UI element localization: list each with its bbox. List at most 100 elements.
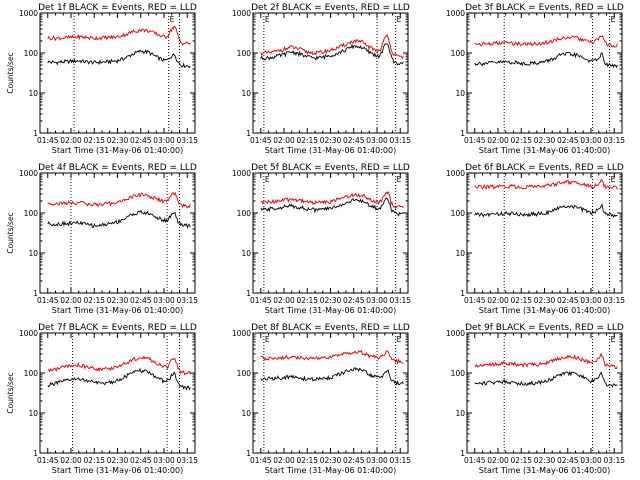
x-tick-label: 03:15	[603, 296, 625, 305]
y-tick-label: 100	[451, 369, 466, 378]
y-axis-label: Counts/sec	[6, 372, 15, 413]
x-tick-label: 01:45	[37, 456, 59, 465]
x-tick-label: 03:00	[153, 456, 175, 465]
x-tick-label: 02:00	[273, 136, 295, 145]
y-tick-label: 100	[451, 209, 466, 218]
x-tick-label: 02:00	[273, 456, 295, 465]
series-line-events	[474, 370, 618, 388]
x-tick-label: 01:45	[250, 456, 272, 465]
x-axis-label: Start Time (31-May-06 01:40:00)	[265, 466, 396, 475]
x-tick-label: 02:45	[130, 296, 152, 305]
x-tick-label: 02:45	[557, 296, 579, 305]
y-tick-label: 100	[237, 209, 252, 218]
x-tick-label: 01:45	[37, 136, 59, 145]
x-tick-label: 01:45	[464, 136, 486, 145]
y-tick-label: 1	[33, 129, 38, 138]
time-marker-label: E	[611, 335, 616, 344]
y-tick-label: 1	[460, 129, 465, 138]
panel-9: Det 9f BLACK = Events, RED = LLD 1 10 100 10…	[446, 323, 625, 475]
y-tick-label: 10	[455, 409, 465, 418]
x-tick-label: 02:15	[296, 456, 318, 465]
time-marker-label: E	[397, 175, 402, 184]
y-tick-label: 10	[241, 89, 251, 98]
y-tick-label: 100	[24, 209, 39, 218]
x-tick-label: 02:30	[107, 136, 129, 145]
x-tick-label: 03:00	[580, 296, 602, 305]
y-tick-label: 1000	[446, 329, 465, 338]
x-tick-label: 01:45	[464, 456, 486, 465]
x-tick-label: 02:15	[510, 456, 532, 465]
panel-1: Det 1f BLACK = Events, RED = LLD 1 10 100 10…	[6, 3, 198, 155]
x-tick-label: 02:00	[60, 296, 82, 305]
x-tick-label: 03:15	[176, 136, 198, 145]
panel-5: Det 5f BLACK = Events, RED = LLD 1 10 100 10…	[232, 163, 411, 315]
series-line-events	[260, 43, 404, 66]
x-axis-label: Start Time (31-May-06 01:40:00)	[52, 466, 183, 475]
panel-2: Det 2f BLACK = Events, RED = LLD 1 10 100 10…	[232, 3, 411, 155]
x-tick-label: 02:30	[534, 296, 556, 305]
x-tick-label: 03:15	[389, 136, 411, 145]
y-tick-label: 1	[33, 449, 38, 458]
x-tick-label: 03:15	[176, 456, 198, 465]
axes-frame	[466, 332, 623, 454]
time-marker-label: E	[397, 15, 402, 24]
time-marker-label: E	[265, 175, 270, 184]
time-marker-label: E	[611, 175, 616, 184]
x-tick-label: 02:30	[534, 136, 556, 145]
x-axis-label: Start Time (31-May-06 01:40:00)	[52, 306, 183, 315]
series-line-events	[260, 197, 404, 217]
series-line-events	[47, 367, 191, 391]
x-axis-label: Start Time (31-May-06 01:40:00)	[479, 466, 610, 475]
panel-title: Det 8f BLACK = Events, RED = LLD	[251, 323, 410, 333]
panel-7: Det 7f BLACK = Events, RED = LLD 1 10 100 10…	[6, 323, 198, 475]
x-tick-label: 03:15	[389, 296, 411, 305]
y-tick-label: 10	[455, 249, 465, 258]
axes-frame	[252, 172, 409, 294]
x-tick-label: 02:30	[534, 456, 556, 465]
y-tick-label: 100	[24, 49, 39, 58]
y-tick-label: 1000	[232, 329, 251, 338]
y-tick-label: 1000	[232, 9, 251, 18]
x-tick-label: 03:00	[580, 136, 602, 145]
x-tick-label: 03:15	[176, 296, 198, 305]
y-tick-label: 10	[28, 249, 38, 258]
x-axis-label: Start Time (31-May-06 01:40:00)	[479, 146, 610, 155]
y-tick-label: 1	[246, 129, 251, 138]
series-line-lld	[47, 355, 191, 376]
x-tick-label: 01:45	[250, 136, 272, 145]
series-line-events	[47, 209, 191, 230]
x-tick-label: 02:45	[130, 136, 152, 145]
series-line-lld	[474, 179, 618, 190]
y-tick-label: 100	[24, 369, 39, 378]
panel-3: Det 3f BLACK = Events, RED = LLD 1 10 100 10…	[446, 3, 625, 155]
axes-frame	[252, 332, 409, 454]
x-tick-label: 03:00	[153, 296, 175, 305]
y-tick-label: 100	[237, 369, 252, 378]
y-tick-label: 1	[460, 289, 465, 298]
y-tick-label: 10	[241, 249, 251, 258]
y-tick-label: 1	[33, 289, 38, 298]
x-axis-label: Start Time (31-May-06 01:40:00)	[265, 146, 396, 155]
x-tick-label: 03:15	[603, 456, 625, 465]
series-line-lld	[47, 191, 191, 209]
x-tick-label: 01:45	[250, 296, 272, 305]
x-axis-label: Start Time (31-May-06 01:40:00)	[52, 146, 183, 155]
x-tick-label: 02:30	[107, 456, 129, 465]
y-tick-label: 10	[455, 89, 465, 98]
series-line-lld	[474, 352, 618, 369]
series-line-events	[260, 366, 404, 386]
x-tick-label: 03:00	[366, 136, 388, 145]
x-tick-label: 02:45	[557, 456, 579, 465]
series-line-lld	[260, 190, 404, 210]
series-line-lld	[260, 33, 404, 60]
x-tick-label: 02:00	[273, 296, 295, 305]
x-tick-label: 01:45	[464, 296, 486, 305]
x-tick-label: 02:45	[343, 296, 365, 305]
x-tick-label: 03:00	[366, 456, 388, 465]
y-tick-label: 1000	[232, 169, 251, 178]
panel-6: Det 6f BLACK = Events, RED = LLD 1 10 100 10…	[446, 163, 625, 315]
x-tick-label: 02:15	[510, 136, 532, 145]
x-tick-label: 02:15	[510, 296, 532, 305]
series-line-events	[47, 49, 191, 69]
